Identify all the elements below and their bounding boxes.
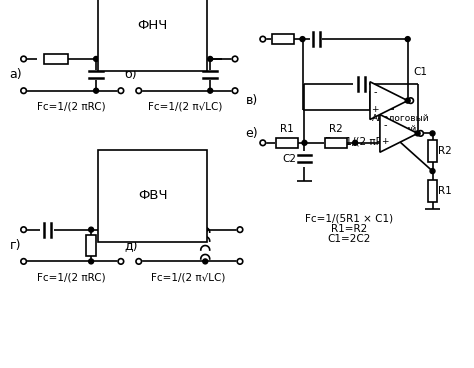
Text: в): в)	[246, 94, 258, 107]
Text: C2: C2	[283, 154, 297, 164]
Text: г): г)	[10, 239, 21, 252]
Circle shape	[203, 259, 208, 264]
Circle shape	[89, 227, 93, 232]
Text: +: +	[371, 105, 379, 114]
Circle shape	[118, 88, 124, 93]
Text: -: -	[373, 87, 377, 97]
Text: общий: общий	[385, 124, 416, 134]
Circle shape	[136, 259, 142, 264]
Circle shape	[136, 227, 142, 233]
Circle shape	[203, 227, 208, 232]
Circle shape	[93, 56, 99, 61]
Bar	[325, 138, 347, 148]
Text: Fc=1/(2 π√LC): Fc=1/(2 π√LC)	[151, 272, 226, 282]
Circle shape	[405, 98, 410, 103]
Text: ФНЧ: ФНЧ	[137, 19, 168, 32]
Circle shape	[300, 37, 305, 42]
Circle shape	[89, 259, 93, 264]
Circle shape	[136, 88, 142, 93]
Circle shape	[93, 88, 99, 93]
Text: Fc=1/(5R1 × C1): Fc=1/(5R1 × C1)	[305, 214, 393, 224]
Bar	[428, 140, 438, 162]
Circle shape	[21, 227, 27, 233]
Bar	[86, 235, 96, 256]
Text: R2: R2	[329, 124, 343, 134]
Text: R1=R2: R1=R2	[331, 224, 367, 234]
Bar	[272, 34, 293, 44]
Bar	[276, 138, 298, 148]
Circle shape	[418, 131, 423, 136]
Circle shape	[237, 227, 243, 233]
Text: Аналоговый: Аналоговый	[372, 114, 429, 124]
Text: д): д)	[124, 239, 137, 252]
Circle shape	[430, 131, 435, 136]
Circle shape	[21, 88, 27, 93]
Circle shape	[405, 37, 410, 42]
Bar	[45, 54, 68, 64]
Circle shape	[430, 169, 435, 174]
Text: -: -	[383, 120, 387, 130]
Text: ФВЧ: ФВЧ	[138, 190, 167, 202]
Circle shape	[237, 259, 243, 264]
Text: R1: R1	[438, 186, 451, 196]
Circle shape	[21, 259, 27, 264]
Text: б): б)	[125, 68, 137, 81]
Polygon shape	[370, 82, 408, 120]
Circle shape	[208, 56, 213, 61]
Circle shape	[353, 140, 357, 145]
Polygon shape	[380, 114, 418, 152]
Text: Fc=1/(2 πRC): Fc=1/(2 πRC)	[37, 272, 106, 282]
Text: Fc=1/(2 π√LC): Fc=1/(2 π√LC)	[148, 102, 223, 112]
Text: а): а)	[9, 68, 22, 81]
Circle shape	[408, 98, 413, 103]
Circle shape	[118, 56, 124, 62]
Text: R2: R2	[438, 146, 451, 156]
Bar	[428, 180, 438, 202]
Text: R1: R1	[280, 124, 293, 134]
Text: Fc=1/(2 πRC): Fc=1/(2 πRC)	[325, 137, 393, 147]
Circle shape	[260, 140, 265, 146]
Circle shape	[415, 131, 420, 136]
Circle shape	[260, 36, 265, 42]
Text: C1=2C2: C1=2C2	[328, 234, 371, 244]
Text: +: +	[381, 137, 389, 146]
Circle shape	[208, 88, 213, 93]
Circle shape	[302, 140, 307, 145]
Text: е): е)	[246, 127, 258, 140]
Text: C1: C1	[414, 67, 428, 77]
Circle shape	[118, 227, 124, 233]
Circle shape	[21, 56, 27, 62]
Circle shape	[232, 56, 238, 62]
Circle shape	[136, 56, 142, 62]
Circle shape	[118, 259, 124, 264]
Text: Fc=1/(2 πRC): Fc=1/(2 πRC)	[37, 102, 106, 112]
Circle shape	[232, 88, 238, 93]
